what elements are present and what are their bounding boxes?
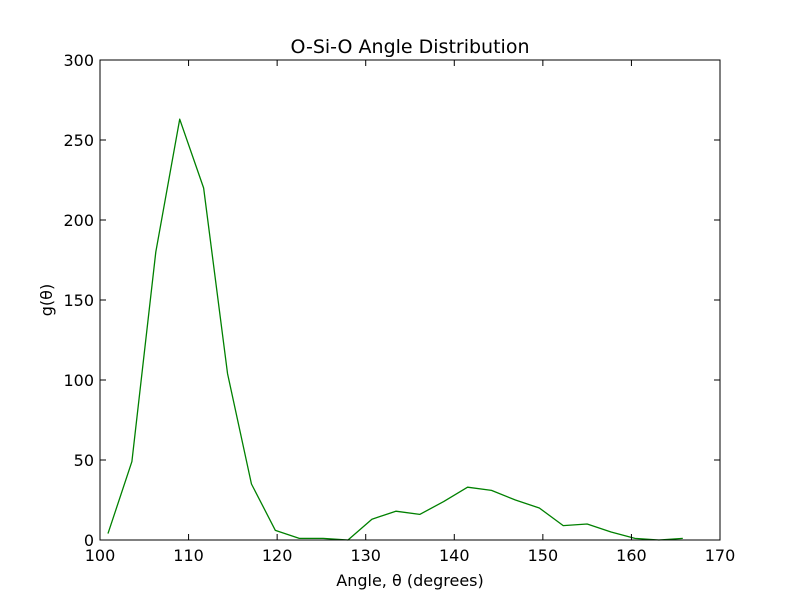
x-tick-label: 160 [616, 546, 647, 565]
y-axis: 0 50 100 150 200 250 300 [63, 51, 720, 550]
y-tick-label: 50 [74, 451, 94, 470]
x-axis: 100 110 120 130 140 150 160 170 [85, 60, 736, 565]
x-tick-label: 150 [528, 546, 559, 565]
y-tick-label: 150 [63, 291, 94, 310]
x-tick-label: 170 [705, 546, 736, 565]
x-tick-label: 140 [439, 546, 470, 565]
y-tick-label: 100 [63, 371, 94, 390]
y-tick-label: 200 [63, 211, 94, 230]
y-axis-label: g(θ) [37, 284, 56, 316]
plot-background [100, 60, 720, 540]
y-tick-label: 0 [84, 531, 94, 550]
chart-title: O-Si-O Angle Distribution [290, 36, 529, 58]
x-tick-label: 130 [350, 546, 381, 565]
x-tick-label: 100 [85, 546, 116, 565]
x-tick-label: 120 [262, 546, 293, 565]
series-line-0 [107, 118, 683, 541]
y-tick-label: 300 [63, 51, 94, 70]
x-tick-label: 110 [173, 546, 204, 565]
x-axis-label: Angle, θ (degrees) [336, 571, 483, 590]
plot-area [99, 59, 721, 541]
y-tick-label: 250 [63, 131, 94, 150]
